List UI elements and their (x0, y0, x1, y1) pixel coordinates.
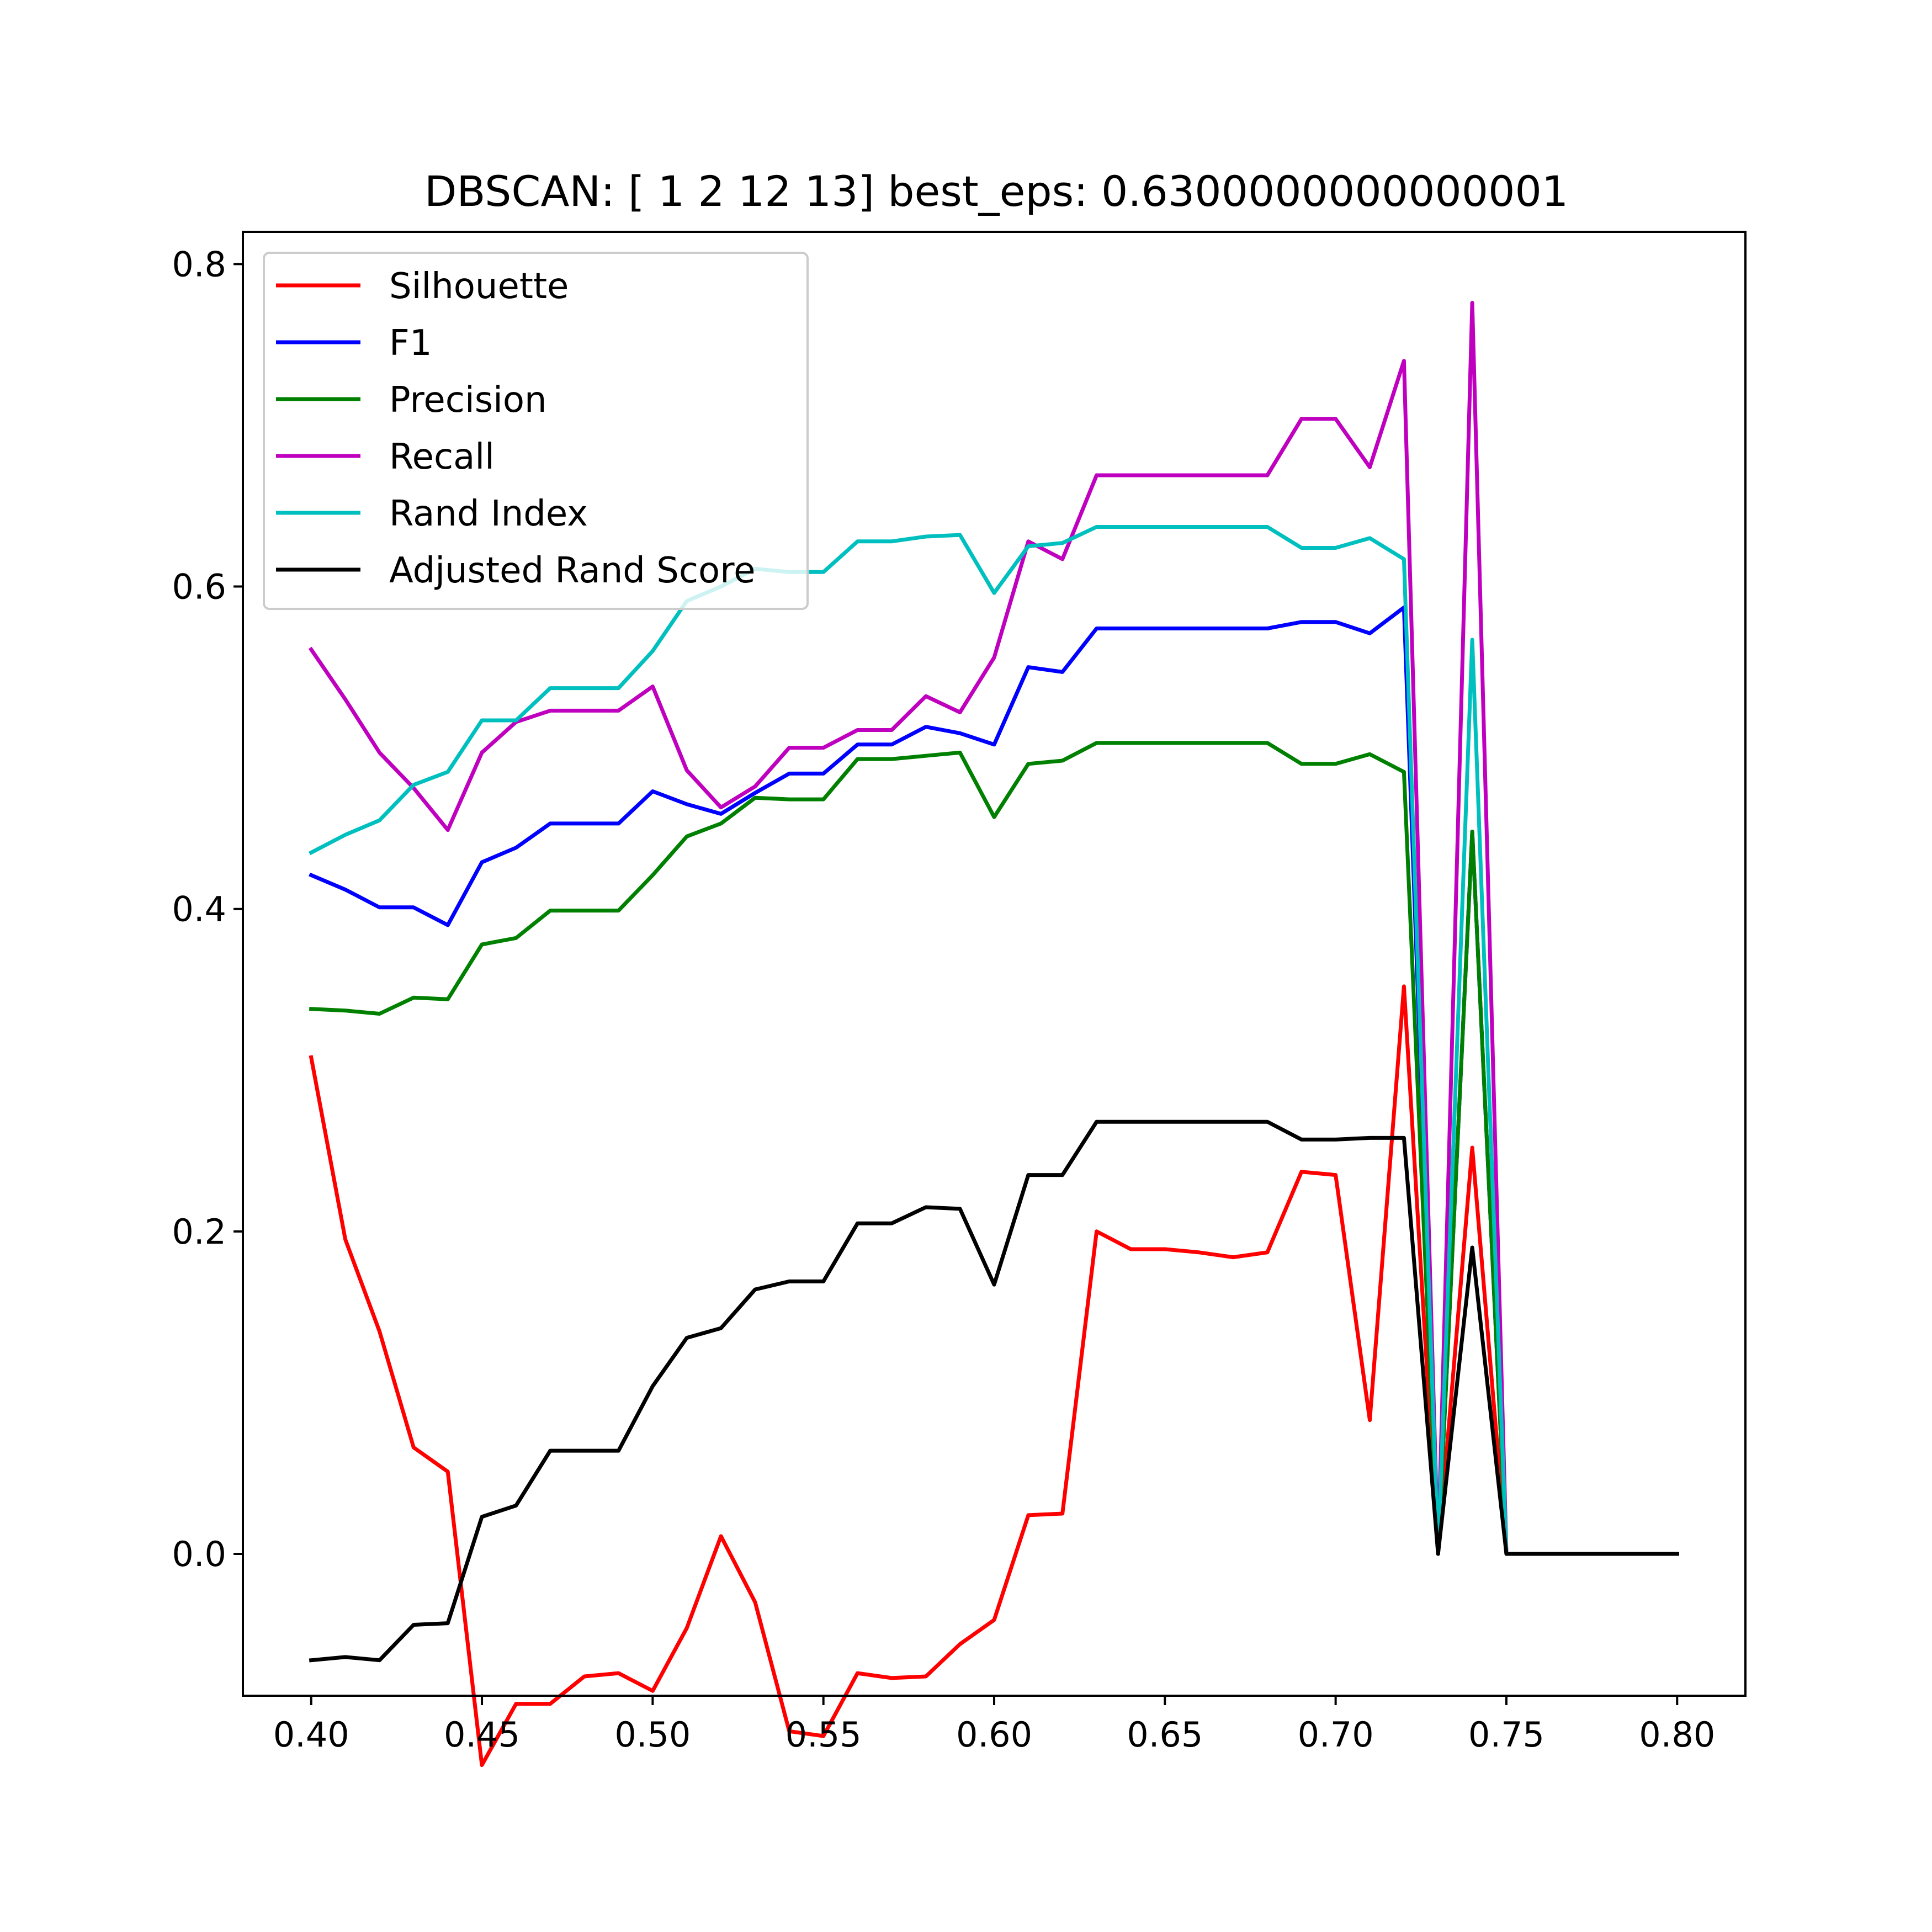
series-lines (308, 301, 1679, 1768)
x-tick-label: 0.40 (273, 1715, 349, 1755)
series-line-rand-index (308, 525, 1679, 1556)
series-line-silhouette (309, 984, 1679, 1768)
x-tick-label: 0.75 (1468, 1715, 1544, 1755)
legend-label: Precision (389, 380, 547, 421)
legend-label: Rand Index (389, 493, 588, 534)
y-tick-label: 0.8 (172, 244, 226, 284)
chart-title: DBSCAN: [ 1 2 12 13] best_eps: 0.6300000… (424, 167, 1568, 216)
x-tick-label: 0.50 (614, 1715, 691, 1755)
y-axis: 0.0 0.2 0.4 0.6 0.8 (172, 244, 243, 1574)
x-tick-label: 0.70 (1298, 1715, 1374, 1755)
y-tick-label: 0.2 (172, 1212, 226, 1252)
series-line-f1 (309, 606, 1679, 1556)
legend-label: F1 (389, 323, 432, 364)
y-tick-label: 0.6 (172, 567, 226, 607)
series-line-adjusted-rand-score (309, 1119, 1679, 1663)
x-tick-label: 0.65 (1127, 1715, 1203, 1755)
x-axis: 0.40 0.45 0.50 0.55 0.60 0.65 0.70 0.75 0.80 (273, 1696, 1715, 1755)
series-line-recall (308, 301, 1679, 1556)
legend-box (263, 252, 809, 610)
legend-label: Adjusted Rand Score (389, 550, 755, 591)
x-tick-label: 0.60 (956, 1715, 1032, 1755)
legend-label: Recall (389, 437, 495, 477)
y-tick-label: 0.0 (172, 1534, 226, 1574)
x-tick-label: 0.55 (785, 1715, 862, 1755)
legend-label: Silhouette (389, 266, 569, 307)
legend: Silhouette F1 Precision Recall Rand Index Adj… (263, 252, 809, 610)
y-tick-label: 0.4 (172, 889, 226, 930)
x-tick-label: 0.80 (1639, 1715, 1715, 1755)
series-line-precision (309, 741, 1679, 1556)
x-tick-label: 0.45 (444, 1715, 520, 1755)
